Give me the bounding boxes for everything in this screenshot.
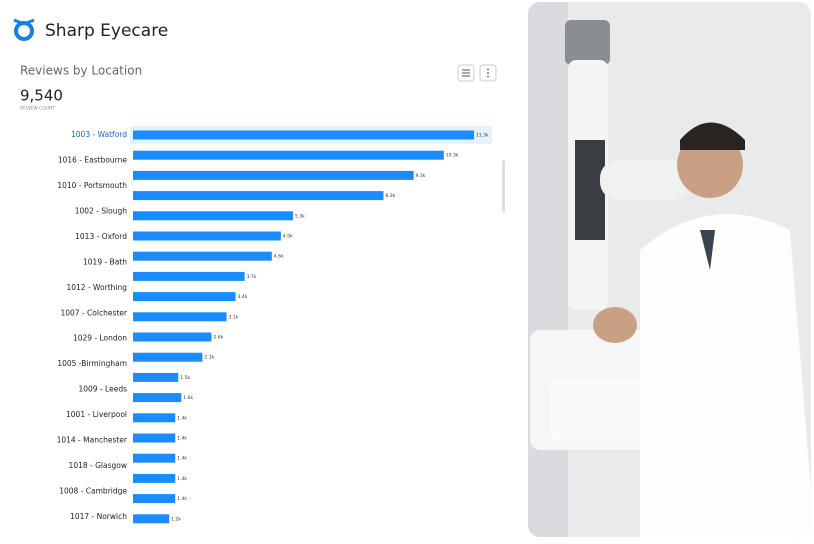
photo xyxy=(528,2,811,537)
bar-value-label: 4.6k xyxy=(274,254,284,260)
location-label: 1013 - Oxford xyxy=(75,232,127,241)
bar xyxy=(133,130,474,140)
more-button[interactable] xyxy=(479,64,497,82)
bar-value-label: 1.6k xyxy=(183,395,193,401)
location-label: 1007 - Colchester xyxy=(60,308,127,317)
location-label: 1016 - Eastbourne xyxy=(58,155,128,164)
chart-title: Reviews by Location xyxy=(20,64,142,78)
bar xyxy=(133,170,414,180)
bar-value-label: 1.4k xyxy=(177,456,187,462)
location-label: 1017 - Norwich xyxy=(70,512,127,521)
total-caption: REVIEW COUNT xyxy=(20,106,55,112)
location-label: 1008 - Cambridge xyxy=(59,487,127,496)
bar xyxy=(133,271,245,281)
bar-value-label: 1.5k xyxy=(180,375,190,381)
bar-value-label: 1.4k xyxy=(177,436,187,442)
location-label: 1014 - Manchester xyxy=(57,436,128,445)
bar xyxy=(133,433,176,443)
bar xyxy=(133,231,281,241)
bar-value-label: 5.3k xyxy=(295,213,305,219)
location-label: 1001 - Liverpool xyxy=(66,410,127,419)
bar xyxy=(133,352,203,362)
bar-value-label: 11.3k xyxy=(476,133,489,139)
bar xyxy=(133,393,182,403)
bar-value-label: 1.4k xyxy=(177,415,187,421)
bar xyxy=(133,473,176,483)
bar xyxy=(133,292,236,302)
location-label: 1003 - Watford xyxy=(71,130,127,139)
bar-value-label: 1.4k xyxy=(177,476,187,482)
bar-value-label: 2.3k xyxy=(204,355,214,361)
bar-value-label: 2.6k xyxy=(213,335,223,341)
filter-button[interactable] xyxy=(457,64,475,82)
logo xyxy=(13,18,35,41)
bar-value-label: 3.1k xyxy=(229,314,239,320)
brand-name: Sharp Eyecare xyxy=(45,21,168,41)
location-label: 1009 - Leeds xyxy=(78,385,127,394)
location-label: 1012 - Worthing xyxy=(66,283,127,292)
bar xyxy=(133,211,293,221)
bar-value-label: 3.7k xyxy=(247,274,257,280)
location-label: 1019 - Bath xyxy=(83,257,127,266)
location-label: 1005 -Birmingham xyxy=(57,359,127,368)
location-label: 1018 - Glasgow xyxy=(69,461,127,470)
bar xyxy=(133,150,444,160)
bar-value-label: 8.3k xyxy=(385,193,395,199)
location-label: 1010 - Portsmouth xyxy=(57,181,127,190)
scrollbar xyxy=(502,160,505,212)
location-label: 1002 - Slough xyxy=(75,206,128,215)
bar-value-label: 4.9k xyxy=(283,234,293,240)
bar xyxy=(133,251,272,261)
bar xyxy=(133,453,176,463)
bar xyxy=(133,413,176,423)
bar xyxy=(133,514,170,524)
bar xyxy=(133,312,227,322)
bar xyxy=(133,372,179,382)
bar-value-label: 1.2k xyxy=(171,516,181,522)
bar xyxy=(133,191,384,201)
total-value: 9,540 xyxy=(20,87,63,105)
bar-value-label: 10.3k xyxy=(446,153,459,159)
bar-value-label: 1.4k xyxy=(177,496,187,502)
bar xyxy=(133,332,212,342)
bar-value-label: 3.4k xyxy=(238,294,248,300)
location-label: 1029 - London xyxy=(73,334,127,343)
bar-value-label: 9.3k xyxy=(416,173,426,179)
bar xyxy=(133,494,176,504)
